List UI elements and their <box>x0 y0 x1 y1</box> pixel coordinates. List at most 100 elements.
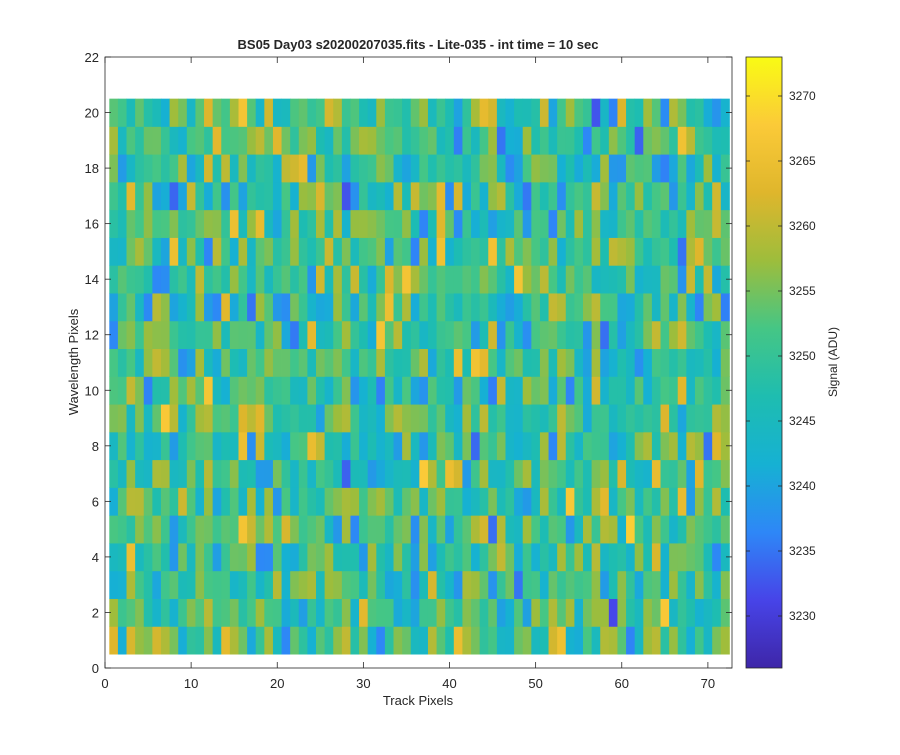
heatmap-cell <box>178 98 188 127</box>
heatmap-cell <box>557 543 567 572</box>
heatmap-cell <box>643 348 653 377</box>
heatmap-cell <box>419 154 429 183</box>
heatmap-cell <box>557 515 567 544</box>
heatmap-cell <box>643 459 653 488</box>
heatmap-cell <box>453 376 463 405</box>
heatmap-cell <box>316 404 326 433</box>
heatmap-cell <box>281 181 291 211</box>
heatmap-cell <box>229 209 239 238</box>
heatmap-cell <box>135 348 145 377</box>
heatmap-cell <box>479 181 489 211</box>
heatmap-cell <box>316 459 326 488</box>
heatmap-cell <box>462 598 472 627</box>
heatmap-cell <box>539 209 549 238</box>
heatmap-cell <box>229 293 239 322</box>
heatmap-cell <box>341 154 351 183</box>
heatmap-cell <box>617 237 627 266</box>
heatmap-cell <box>505 126 515 155</box>
heatmap-cell <box>367 376 377 405</box>
heatmap-cell <box>583 376 593 405</box>
heatmap-cell <box>290 404 300 433</box>
heatmap-cell <box>229 376 239 405</box>
heatmap-cell <box>436 126 446 155</box>
heatmap-cell <box>496 570 506 599</box>
heatmap-cell <box>574 348 584 377</box>
heatmap-cell <box>583 459 593 488</box>
heatmap-cell <box>548 459 558 488</box>
heatmap-cell <box>496 459 506 488</box>
heatmap-cell <box>109 181 119 211</box>
y-axis-label: Wavelength Pixels <box>66 308 81 415</box>
heatmap-cell <box>669 98 679 127</box>
heatmap-cell <box>488 431 498 461</box>
heatmap-cell <box>255 237 265 266</box>
heatmap-cell <box>634 626 644 655</box>
heatmap-cell <box>238 543 248 572</box>
heatmap-cell <box>186 543 196 572</box>
heatmap-cell <box>514 98 524 127</box>
heatmap-cell <box>195 237 205 266</box>
heatmap-cell <box>410 376 420 405</box>
heatmap-cell <box>359 348 369 377</box>
heatmap-cell <box>505 181 515 211</box>
heatmap-cell <box>720 98 730 127</box>
heatmap-cell <box>574 126 584 155</box>
heatmap-cell <box>316 348 326 377</box>
heatmap-cell <box>574 515 584 544</box>
heatmap-cell <box>574 543 584 572</box>
heatmap-cell <box>600 181 610 211</box>
heatmap-cell <box>126 404 136 433</box>
heatmap-cell <box>522 376 532 405</box>
heatmap-cell <box>350 487 360 516</box>
heatmap-cell <box>393 348 403 377</box>
heatmap-cell <box>247 98 257 127</box>
heatmap-cell <box>169 209 179 238</box>
heatmap-cell <box>281 543 291 572</box>
heatmap-cell <box>617 431 627 461</box>
heatmap-cell <box>445 404 455 433</box>
heatmap-cell <box>694 154 704 183</box>
heatmap-cell <box>591 265 601 294</box>
heatmap-cell <box>634 487 644 516</box>
x-tick-label: 0 <box>101 676 108 691</box>
heatmap-cell <box>479 626 489 655</box>
heatmap-cell <box>531 209 541 238</box>
heatmap-cell <box>376 487 386 516</box>
heatmap-cell <box>703 209 713 238</box>
heatmap-cell <box>109 543 119 572</box>
heatmap-cell <box>290 265 300 294</box>
heatmap-cell <box>169 293 179 322</box>
heatmap-cell <box>229 98 239 127</box>
heatmap-cell <box>212 237 222 266</box>
heatmap-cell <box>410 293 420 322</box>
heatmap-cell <box>160 459 170 488</box>
heatmap-cell <box>514 237 524 266</box>
heatmap-cell <box>186 570 196 599</box>
colorbar-label: Signal (ADU) <box>826 327 840 397</box>
heatmap-cell <box>359 515 369 544</box>
heatmap-cell <box>238 515 248 544</box>
heatmap-cell <box>117 154 127 183</box>
heatmap-cell <box>686 431 696 461</box>
heatmap-cell <box>117 376 127 405</box>
heatmap-cell <box>324 209 334 238</box>
heatmap-cell <box>720 626 730 655</box>
heatmap-cell <box>298 348 308 377</box>
heatmap-cell <box>471 293 481 322</box>
y-tick-label: 20 <box>85 106 99 121</box>
heatmap-cell <box>608 98 618 127</box>
heatmap-cell <box>135 543 145 572</box>
heatmap-cell <box>281 320 291 350</box>
heatmap-cell <box>669 598 679 627</box>
x-tick-label: 70 <box>701 676 715 691</box>
heatmap-cell <box>669 543 679 572</box>
heatmap-cell <box>117 515 127 544</box>
heatmap-cell <box>384 154 394 183</box>
heatmap-cell <box>324 487 334 516</box>
heatmap-cell <box>617 265 627 294</box>
heatmap-cell <box>333 209 343 238</box>
heatmap-cell <box>195 209 205 238</box>
heatmap-cell <box>212 515 222 544</box>
heatmap-cell <box>410 459 420 488</box>
heatmap-cell <box>324 348 334 377</box>
